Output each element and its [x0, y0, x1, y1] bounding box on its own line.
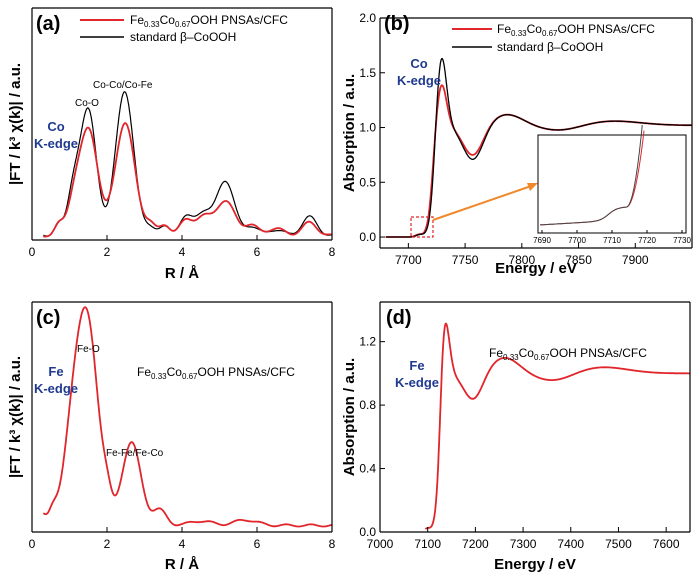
inset-plot-area	[540, 124, 645, 226]
annotation-fe-o: Fe-O	[77, 344, 100, 355]
panel-a-plot-area	[43, 91, 333, 238]
panel-a-legend: Fe0.33Co0.67OOH PNSAs/CFC standard β–CoO…	[80, 13, 288, 44]
x-tick-label: 7900	[622, 253, 649, 267]
x-tick-label: 7500	[605, 537, 632, 551]
edge-label-k-edge: K-edge	[397, 73, 441, 88]
panel-b-plot-area	[385, 57, 692, 238]
x-tick-label: 2	[104, 537, 111, 551]
x-tick-label: 7600	[653, 537, 680, 551]
inset-x-tick-label: 7710	[603, 236, 621, 245]
panel-b-ticks: 7700 7750 7800 7850 7900 0.0 0.5 1.0 1.5 2.0	[359, 11, 649, 267]
y-tick-label: 0.4	[359, 462, 376, 476]
inset-x-tick-label: 7720	[638, 236, 656, 245]
x-tick-label: 0	[29, 537, 36, 551]
x-tick-label: 6	[254, 537, 261, 551]
edge-label-co: Co	[410, 56, 427, 71]
edge-label-k-edge: K-edge	[34, 381, 78, 396]
x-tick-label: 8	[329, 245, 336, 259]
x-tick-label: 7300	[510, 537, 537, 551]
edge-label-k-edge: K-edge	[395, 375, 439, 390]
x-tick-label: 7200	[462, 537, 489, 551]
inset-frame	[537, 134, 687, 234]
panel-c-y-label: |FT / k³ χ(k)| / a.u.	[7, 356, 24, 478]
x-tick-label: 0	[29, 245, 36, 259]
legend-entry-sample: Fe0.33Co0.67OOH PNSAs/CFC	[130, 13, 288, 29]
inset-x-ticks: 7690 7700 7710 7720 7730	[533, 230, 691, 245]
y-tick-label: 0.8	[359, 398, 376, 412]
y-tick-label: 0.0	[359, 230, 376, 244]
inset-x-tick-label: 7700	[568, 236, 586, 245]
panel-d-label: (d)	[386, 307, 412, 329]
annotation-fe-fe-fe-co: Fe-Fe/Fe-Co	[106, 448, 164, 459]
panel-a-label: (a)	[36, 13, 60, 35]
panel-a: (a) 0 2 4 6 8 R / Å |FT / k³ χ(k)| / a.u. Fe…	[7, 7, 336, 282]
panel-d-sample-label: Fe0.33Co0.67OOH PNSAs/CFC	[489, 346, 647, 362]
inset-series-line-black	[540, 124, 643, 226]
inset-x-tick-label: 7690	[533, 236, 551, 245]
x-tick-label: 7400	[557, 537, 584, 551]
series-line-black	[43, 91, 333, 237]
zoom-region-box	[410, 216, 434, 238]
zoom-arrow-head	[527, 183, 538, 191]
edge-label-co: Co	[47, 119, 64, 134]
y-tick-label: 0.5	[359, 175, 376, 189]
y-tick-label: 0.0	[359, 525, 376, 539]
panel-d-x-label: Energy / eV	[494, 556, 576, 573]
series-line-red	[424, 322, 690, 530]
panel-c-x-ticks: 0 2 4 6 8	[29, 527, 336, 551]
series-line-red	[42, 306, 333, 528]
inset-x-tick-label: 7730	[673, 236, 691, 245]
edge-label-fe: Fe	[409, 358, 424, 373]
zoom-arrow	[432, 184, 535, 221]
edge-label-fe: Fe	[48, 364, 63, 379]
x-tick-label: 6	[254, 245, 261, 259]
panel-b: (b) 7700 7750 7800 7850 79000.00.51.01.52.0 …	[341, 11, 693, 277]
panel-d-y-label: Absorption / a.u.	[341, 358, 358, 476]
x-tick-label: 7100	[414, 537, 441, 551]
y-tick-label: 1.0	[359, 121, 376, 135]
x-tick-label: 7850	[565, 253, 592, 267]
x-tick-label: 7000	[367, 537, 394, 551]
panel-a-x-ticks: 0 2 4 6 8	[29, 235, 336, 259]
panel-b-y-label: Absorption / a.u.	[341, 74, 358, 192]
panel-c: (c) 0 2 4 6 8 R / Å |FT / k³ χ(k)| / a.u. Fe…	[7, 301, 336, 573]
panel-b-x-label: Energy / eV	[495, 260, 577, 277]
x-tick-label: 4	[179, 245, 186, 259]
panel-c-sample-label: Fe0.33Co0.67OOH PNSAs/CFC	[137, 365, 295, 381]
panel-d: (d) 7000 7100 7200 7300 7400 7500 7600 0.0 0.4 0.…	[341, 301, 691, 573]
inset-zoom: 7690 7700 7710 7720 7730	[533, 124, 691, 245]
x-tick-label: 4	[179, 537, 186, 551]
legend-entry-standard: standard β–CoOOH	[497, 40, 603, 54]
legend-entry-standard: standard β–CoOOH	[130, 30, 236, 44]
series-line-red	[43, 122, 332, 238]
y-tick-label: 1.2	[359, 335, 376, 349]
legend-entry-sample: Fe0.33Co0.67OOH PNSAs/CFC	[497, 22, 655, 38]
x-tick-label: 8	[329, 537, 336, 551]
series-line-black	[385, 57, 692, 238]
panel-c-label: (c)	[36, 307, 60, 329]
panel-c-plot-area	[42, 306, 333, 528]
x-tick-label: 7800	[508, 253, 535, 267]
y-tick-label: 2.0	[359, 11, 376, 25]
y-tick-label: 1.5	[359, 66, 376, 80]
panel-b-legend: Fe0.33Co0.67OOH PNSAs/CFC standard β–CoO…	[452, 22, 655, 54]
panel-c-x-label: R / Å	[165, 556, 199, 573]
x-tick-label: 7700	[395, 253, 422, 267]
x-tick-label: 2	[104, 245, 111, 259]
panel-b-label: (b)	[384, 13, 410, 35]
panel-a-x-label: R / Å	[165, 265, 199, 282]
panel-a-y-label: |FT / k³ χ(k)| / a.u.	[7, 63, 24, 185]
x-tick-label: 7750	[452, 253, 479, 267]
edge-label-k-edge: K-edge	[34, 136, 78, 151]
panel-d-ticks: 7000 7100 7200 7300 7400 7500 7600 0.0 0.4 0.8 1.2	[359, 335, 680, 551]
annotation-co-o: Co-O	[75, 98, 99, 109]
annotation-co-co-co-fe: Co-Co/Co-Fe	[93, 80, 153, 91]
panel-d-plot-area	[424, 322, 690, 530]
